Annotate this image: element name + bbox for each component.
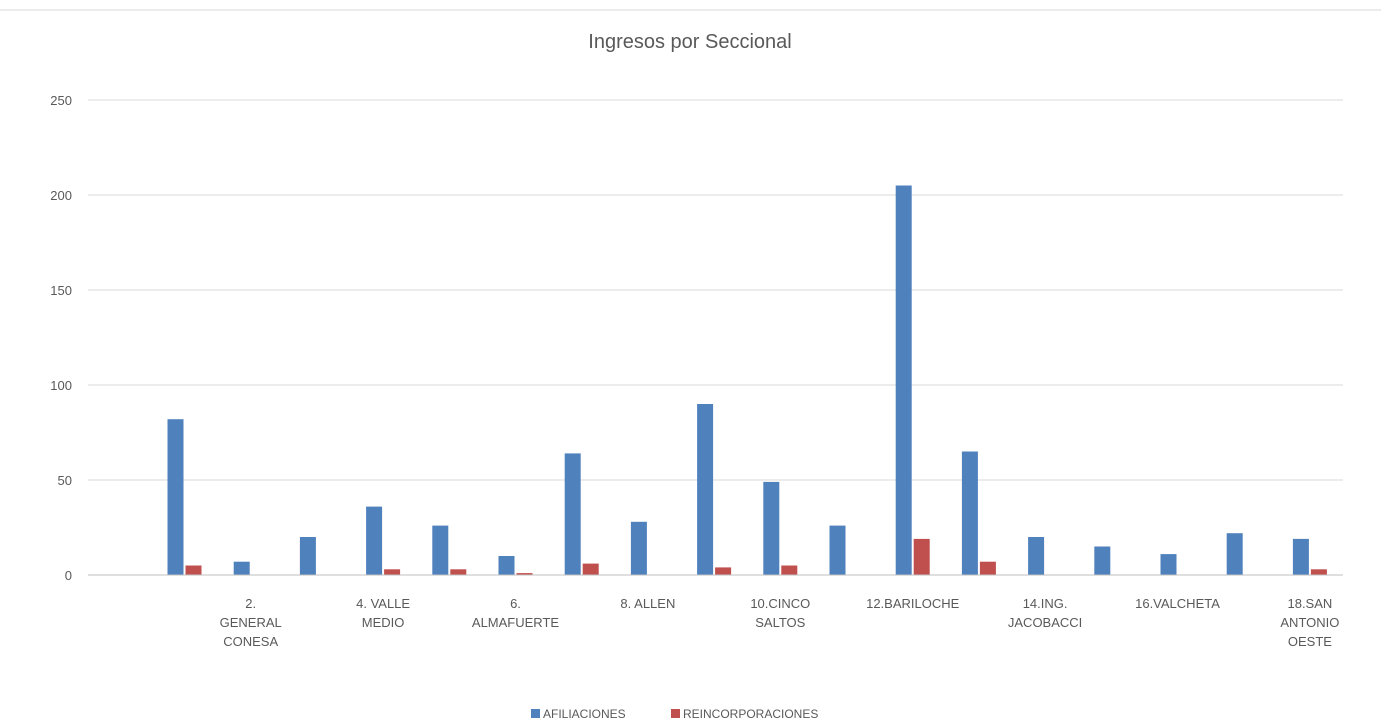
bar-afiliaciones xyxy=(829,525,846,575)
bar-afiliaciones xyxy=(1226,533,1243,575)
legend: AFILIACIONES REINCORPORACIONES xyxy=(531,707,818,721)
x-tick-label-line: 18.SAN xyxy=(1287,596,1332,611)
bar-afiliaciones xyxy=(498,556,515,575)
x-tick-label: 10.CINCO SALTOS xyxy=(750,596,810,630)
x-tick-label-line: JACOBACCI xyxy=(1008,615,1082,630)
x-tick-label-line: MEDIO xyxy=(362,615,405,630)
x-tick-label-line: GENERAL xyxy=(220,615,282,630)
y-tick-label: 0 xyxy=(65,568,72,583)
bars xyxy=(167,185,1327,575)
bar-afiliaciones xyxy=(697,404,714,575)
bar-afiliaciones xyxy=(1028,537,1045,575)
x-tick-label-line: 14.ING. xyxy=(1023,596,1068,611)
chart-title: Ingresos por Seccional xyxy=(588,31,791,53)
x-tick-label-line: 10.CINCO xyxy=(750,596,810,611)
bar-afiliaciones xyxy=(895,185,912,575)
bar-afiliaciones xyxy=(1094,546,1111,575)
bar-afiliaciones xyxy=(630,521,647,575)
legend-swatch xyxy=(671,709,680,718)
bar-reincorporaciones xyxy=(1310,569,1327,575)
x-tick-label: 16.VALCHETA xyxy=(1135,596,1220,611)
y-tick-label: 200 xyxy=(50,188,72,203)
x-tick-label: 14.ING. JACOBACCI xyxy=(1008,596,1082,630)
bar-reincorporaciones xyxy=(516,573,533,575)
legend-label: REINCORPORACIONES xyxy=(683,707,818,721)
x-tick-label-line: ANTONIO xyxy=(1280,615,1339,630)
bar-afiliaciones xyxy=(233,561,250,575)
bar-reincorporaciones xyxy=(384,569,401,575)
x-tick-label-line: CONESA xyxy=(223,634,278,649)
bar-afiliaciones xyxy=(167,419,184,575)
bar-afiliaciones xyxy=(1292,538,1309,575)
bar-afiliaciones xyxy=(1160,554,1177,575)
x-tick-label: 18.SAN ANTONIO OESTE xyxy=(1280,596,1339,649)
bar-afiliaciones xyxy=(961,451,978,575)
legend-swatch xyxy=(531,709,540,718)
bar-afiliaciones xyxy=(564,453,581,575)
y-axis-ticks: 0 50 100 150 200 250 xyxy=(50,93,72,583)
x-tick-label-line: 2. xyxy=(245,596,256,611)
bar-reincorporaciones xyxy=(913,538,930,575)
x-tick-label: 2. GENERAL CONESA xyxy=(220,596,282,649)
x-tick-label-line: SALTOS xyxy=(755,615,805,630)
bar-afiliaciones xyxy=(763,481,780,575)
gridlines xyxy=(88,99,1343,481)
y-tick-label: 50 xyxy=(58,473,72,488)
x-tick-label: 4. VALLE MEDIO xyxy=(356,596,410,630)
x-tick-label-line: 4. VALLE xyxy=(356,596,410,611)
bar-reincorporaciones xyxy=(582,563,599,575)
bar-reincorporaciones xyxy=(979,561,996,575)
bar-reincorporaciones xyxy=(450,569,467,575)
y-tick-label: 100 xyxy=(50,378,72,393)
bar-afiliaciones xyxy=(366,506,383,575)
x-tick-label: 8. ALLEN xyxy=(620,596,675,611)
bar-reincorporaciones xyxy=(715,567,732,575)
x-tick-label-line: 16.VALCHETA xyxy=(1135,596,1220,611)
x-tick-label-line: ALMAFUERTE xyxy=(472,615,559,630)
y-tick-label: 150 xyxy=(50,283,72,298)
bar-afiliaciones xyxy=(299,537,316,575)
x-tick-label: 12.BARILOCHE xyxy=(866,596,960,611)
x-tick-label: 6. ALMAFUERTE xyxy=(472,596,559,630)
x-tick-label-line: 12.BARILOCHE xyxy=(866,596,960,611)
x-tick-label-line: OESTE xyxy=(1288,634,1332,649)
x-tick-label-line: 8. ALLEN xyxy=(620,596,675,611)
y-tick-label: 250 xyxy=(50,93,72,108)
bar-reincorporaciones xyxy=(185,565,202,575)
bar-afiliaciones xyxy=(432,525,449,575)
legend-label: AFILIACIONES xyxy=(543,707,626,721)
x-axis-labels: 2. GENERAL CONESA 4. VALLE MEDIO 6. ALMAFUERTE… xyxy=(220,596,1340,649)
x-tick-label-line: 6. xyxy=(510,596,521,611)
bar-reincorporaciones xyxy=(781,565,798,575)
